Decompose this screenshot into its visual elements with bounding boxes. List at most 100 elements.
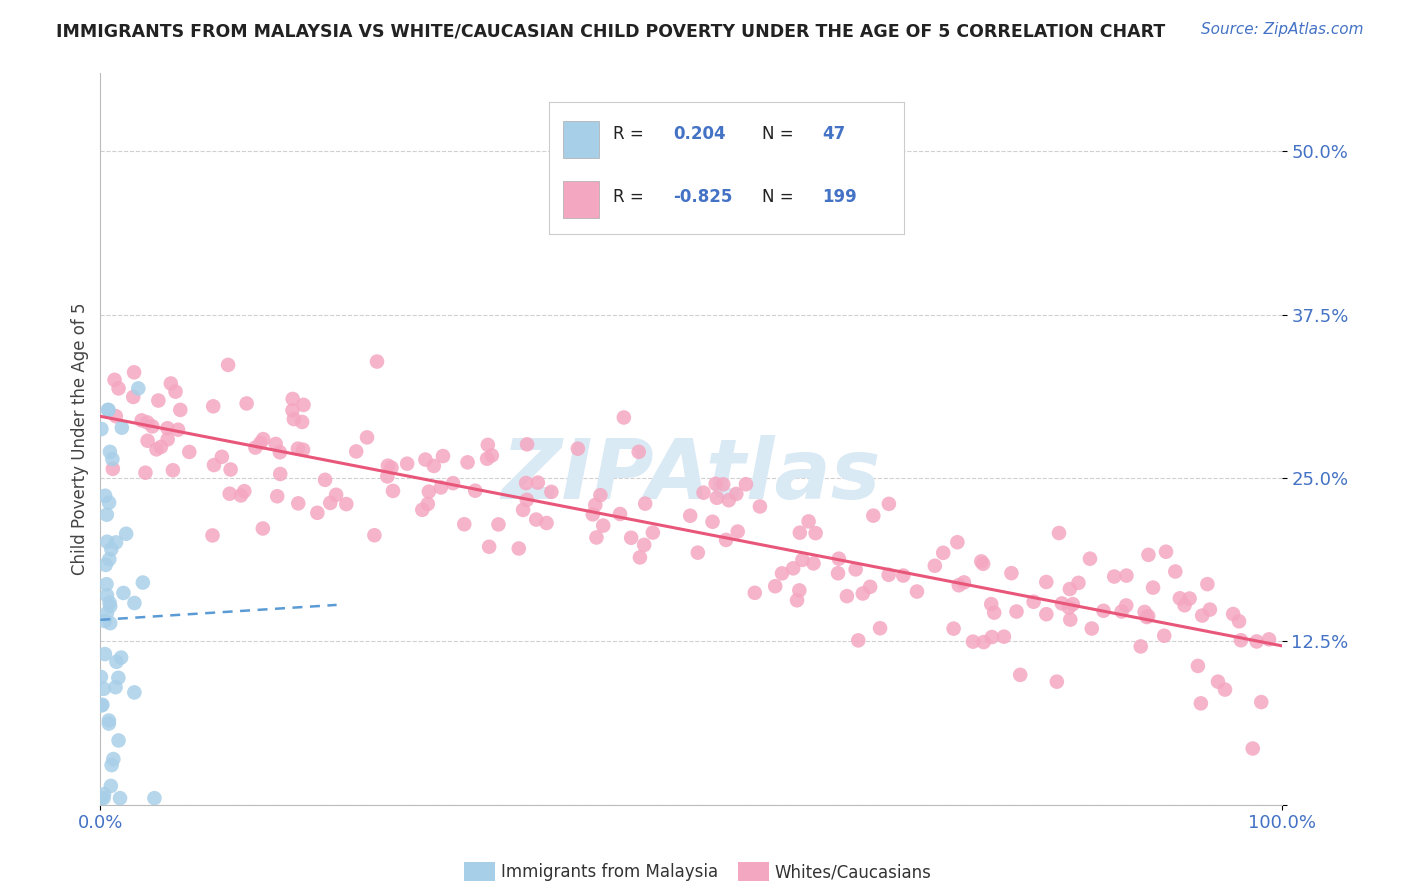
Point	[1081, 622, 1104, 636]
Point	[124, 685, 146, 699]
Point	[1137, 548, 1160, 562]
Point	[96, 534, 118, 549]
Point	[1199, 602, 1222, 616]
Point	[1258, 632, 1281, 647]
Point	[94, 647, 117, 661]
Point	[932, 546, 955, 560]
Point	[980, 630, 1002, 644]
Point	[706, 491, 728, 505]
Point	[516, 492, 538, 507]
Point	[252, 521, 274, 535]
Point	[846, 633, 869, 648]
Point	[1154, 545, 1177, 559]
Point	[98, 616, 121, 631]
Point	[1102, 569, 1125, 583]
Point	[287, 442, 309, 456]
Point	[727, 524, 749, 539]
Point	[104, 680, 127, 694]
Point	[211, 450, 233, 464]
Point	[219, 462, 242, 476]
Point	[179, 445, 201, 459]
Point	[828, 551, 851, 566]
Point	[508, 541, 530, 556]
Point	[827, 566, 849, 581]
Point	[1137, 609, 1160, 624]
Point	[457, 455, 479, 469]
Point	[103, 373, 125, 387]
Point	[1168, 591, 1191, 606]
Point	[233, 484, 256, 499]
Point	[107, 381, 129, 395]
Point	[983, 606, 1005, 620]
Point	[464, 483, 486, 498]
Point	[1078, 551, 1101, 566]
Point	[160, 376, 183, 391]
Point	[90, 791, 112, 805]
Point	[877, 567, 900, 582]
Point	[1173, 599, 1195, 613]
Point	[101, 452, 124, 467]
Point	[202, 458, 225, 472]
Point	[973, 635, 995, 649]
Point	[946, 535, 969, 549]
Point	[97, 716, 120, 731]
Point	[266, 489, 288, 503]
Point	[96, 508, 118, 522]
Point	[165, 384, 187, 399]
Point	[108, 791, 131, 805]
Point	[1050, 597, 1073, 611]
Point	[131, 413, 153, 427]
Point	[111, 420, 134, 434]
Point	[97, 403, 120, 417]
Point	[366, 354, 388, 368]
Point	[344, 444, 367, 458]
Point	[1142, 581, 1164, 595]
Point	[269, 445, 291, 459]
Point	[804, 526, 827, 541]
Point	[524, 512, 547, 526]
Point	[1187, 659, 1209, 673]
Point	[432, 449, 454, 463]
Point	[98, 596, 121, 610]
Point	[770, 566, 793, 581]
Point	[98, 445, 121, 459]
Point	[1230, 633, 1253, 648]
Point	[585, 531, 607, 545]
Point	[942, 622, 965, 636]
Point	[1035, 574, 1057, 589]
Point	[1250, 695, 1272, 709]
Point	[748, 500, 770, 514]
Text: Immigrants from Malaysia: Immigrants from Malaysia	[501, 863, 717, 881]
Point	[156, 421, 179, 435]
Point	[156, 432, 179, 446]
Point	[283, 412, 305, 426]
Point	[1206, 674, 1229, 689]
Point	[96, 577, 118, 591]
Point	[862, 508, 884, 523]
Point	[477, 438, 499, 452]
Point	[93, 787, 115, 801]
Point	[1115, 599, 1137, 613]
Point	[136, 434, 159, 448]
Point	[1022, 595, 1045, 609]
Point	[287, 496, 309, 510]
Point	[98, 599, 121, 614]
Point	[416, 497, 439, 511]
Point	[127, 381, 149, 395]
Point	[633, 538, 655, 552]
Point	[1136, 610, 1159, 624]
Point	[98, 552, 121, 566]
Point	[335, 497, 357, 511]
Point	[692, 485, 714, 500]
Point	[953, 575, 976, 590]
Point	[686, 546, 709, 560]
Point	[252, 432, 274, 446]
Point	[711, 477, 734, 491]
Point	[516, 437, 538, 451]
Point	[101, 462, 124, 476]
Point	[1067, 575, 1090, 590]
Text: Source: ZipAtlas.com: Source: ZipAtlas.com	[1201, 22, 1364, 37]
Point	[90, 670, 112, 684]
Point	[122, 390, 145, 404]
Point	[103, 752, 125, 766]
